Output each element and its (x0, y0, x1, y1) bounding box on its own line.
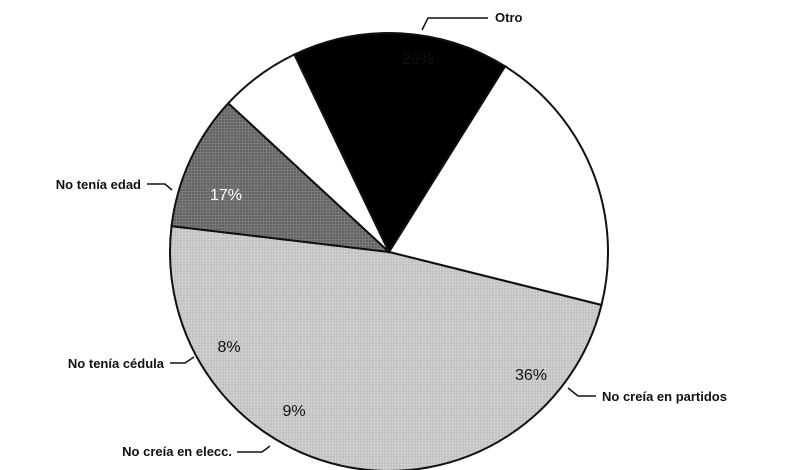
slice-label-no-tenia-edad: No tenía edad (56, 177, 141, 192)
slice-label-no-creia-elecc: No creía en elecc. (122, 444, 232, 459)
slice-value-no-tenia-cedula: 8% (217, 339, 240, 356)
leader-lines (147, 17, 596, 453)
slice-value-otro: 29% (402, 51, 434, 68)
pie-slice-no-cre-a-en-partidos (169, 224, 603, 470)
leader-no-tenia-cedula (170, 356, 195, 364)
leader-no-creia-partidos (567, 387, 596, 397)
slice-value-no-creia-partidos: 36% (515, 367, 547, 384)
pie-slice-no-cre-a-en-elecc (170, 101, 392, 254)
pie-slice-no-ten-a-edad (293, 32, 507, 255)
slice-value-no-tenia-edad: 17% (210, 187, 242, 204)
pie-slice-otro (387, 64, 609, 307)
slice-value-no-creia-elecc: 9% (282, 403, 305, 420)
leader-no-creia-elecc (237, 445, 271, 453)
slice-label-otro: Otro (495, 10, 523, 25)
leader-otro (421, 17, 488, 31)
slice-label-no-tenia-cedula: No tenía cédula (68, 356, 165, 371)
leader-no-tenia-edad (147, 183, 173, 191)
pie-slices (169, 32, 609, 470)
slice-label-no-creia-partidos: No creía en partidos (602, 389, 727, 404)
